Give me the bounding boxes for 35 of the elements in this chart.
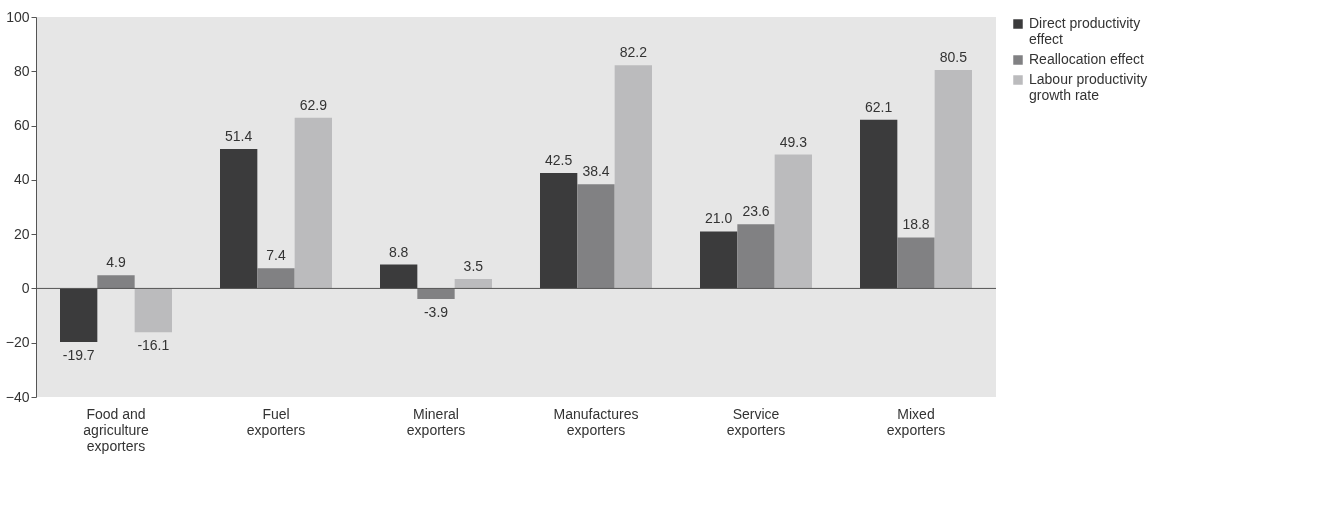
data-label: 7.4 <box>266 247 286 264</box>
data-label: 3.5 <box>463 257 484 274</box>
x-tick-label: Service exporters <box>726 405 786 438</box>
data-label: 62.9 <box>299 96 328 113</box>
x-tick-label: Mixed exporters <box>886 405 946 438</box>
legend-label: Direct productivity effect <box>1029 15 1141 47</box>
x-tick-label: Mineral exporters <box>406 405 466 438</box>
data-label: 8.8 <box>388 243 409 260</box>
y-tick-label: −20 <box>5 334 30 351</box>
data-label: 23.6 <box>742 203 770 220</box>
y-tick-label: 40 <box>13 171 30 188</box>
data-label: 42.5 <box>545 152 573 169</box>
y-tick-label: 0 <box>21 279 30 296</box>
x-tick-label: Manufactures exporters <box>553 405 639 438</box>
legend-label: Reallocation effect <box>1029 51 1145 67</box>
data-label: 80.5 <box>939 48 968 65</box>
data-label: -3.9 <box>423 304 449 321</box>
data-label: 82.2 <box>619 44 648 61</box>
y-tick-label: 80 <box>13 62 30 79</box>
data-label: 62.1 <box>865 98 893 115</box>
data-label: -19.7 <box>62 346 95 363</box>
data-label: 38.4 <box>582 163 610 180</box>
y-tick-label: 20 <box>13 225 30 242</box>
x-tick-label: Food and agriculture exporters <box>83 405 149 454</box>
data-label: 4.9 <box>106 254 126 271</box>
data-label: 18.8 <box>902 216 930 233</box>
legend-label: Labour productivity growth rate <box>1029 71 1148 103</box>
y-tick-label: 100 <box>6 8 30 25</box>
data-label: 49.3 <box>779 133 808 150</box>
data-label: 51.4 <box>225 127 253 144</box>
data-label: -16.1 <box>137 337 170 354</box>
y-tick-label: −40 <box>5 388 30 405</box>
data-label: 21.0 <box>705 210 733 227</box>
y-tick-label: 60 <box>13 117 30 134</box>
x-tick-label: Fuel exporters <box>246 405 306 438</box>
